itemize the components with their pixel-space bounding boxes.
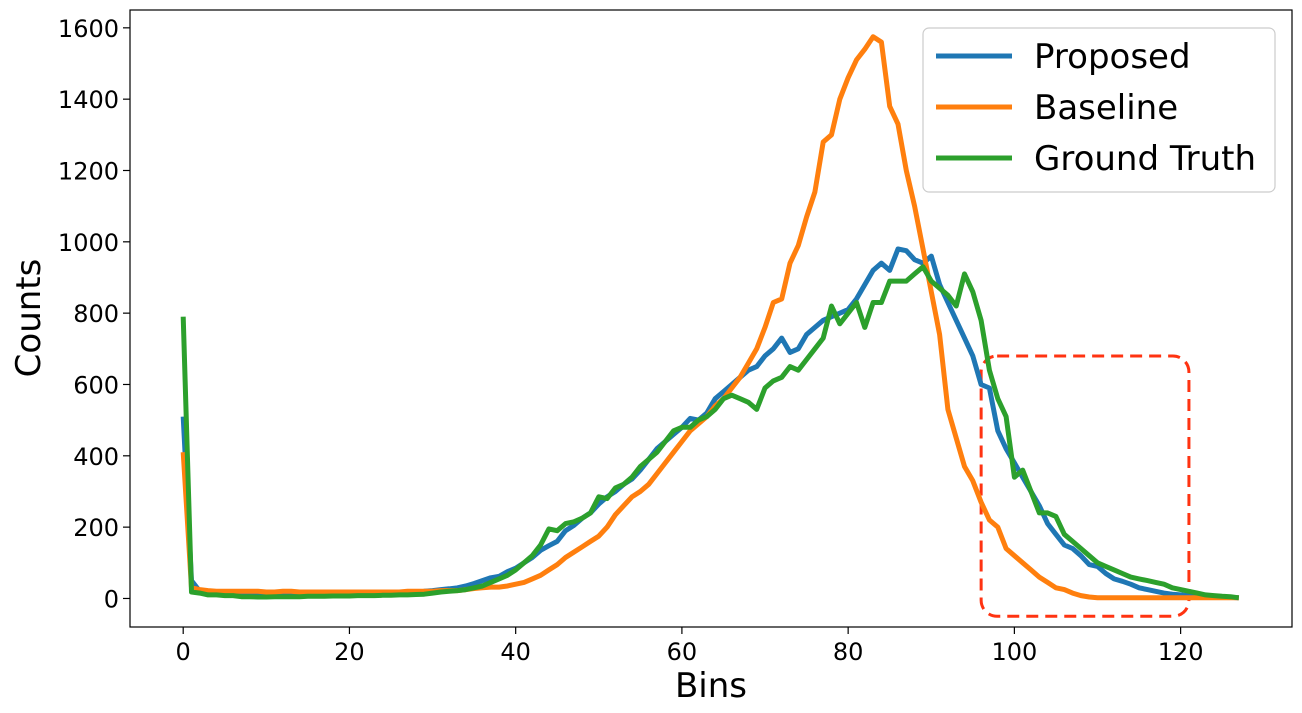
y-tick-label: 400 [73,443,119,471]
y-tick-label: 200 [73,514,119,542]
legend-label: Baseline [1034,88,1178,128]
x-tick-label: 80 [833,638,864,666]
legend-box [922,27,1276,193]
y-tick-label: 1600 [58,15,119,43]
y-axis: 0 200 400 600 800 1000 1200 1400 1600 [58,15,130,613]
x-tick-label: 40 [500,638,531,666]
highlight-box [979,354,1191,618]
y-tick-label: 600 [73,371,119,399]
x-tick-label: 120 [1158,638,1204,666]
series-line-ground-truth [180,264,1240,601]
y-tick-label: 1000 [58,229,119,257]
series-layer [180,34,1240,601]
x-tick-label: 100 [991,638,1037,666]
x-tick-label: 0 [176,638,191,666]
y-tick-label: 0 [104,585,119,613]
y-tick-label: 1400 [58,86,119,114]
y-axis-label: Counts [9,259,49,378]
legend-label: Ground Truth [1034,139,1256,179]
x-axis-label: Bins [675,666,747,706]
y-tick-label: 1200 [58,157,119,185]
legend-label: Proposed [1034,37,1191,77]
y-tick-label: 800 [73,300,119,328]
plot-area-frame [129,9,1293,628]
x-tick-label: 60 [667,638,698,666]
highlight-region [979,354,1191,618]
legend: Proposed Baseline Ground Truth [922,27,1276,193]
x-tick-label: 20 [334,638,365,666]
x-axis: 0 20 40 60 80 100 120 [176,627,1204,666]
